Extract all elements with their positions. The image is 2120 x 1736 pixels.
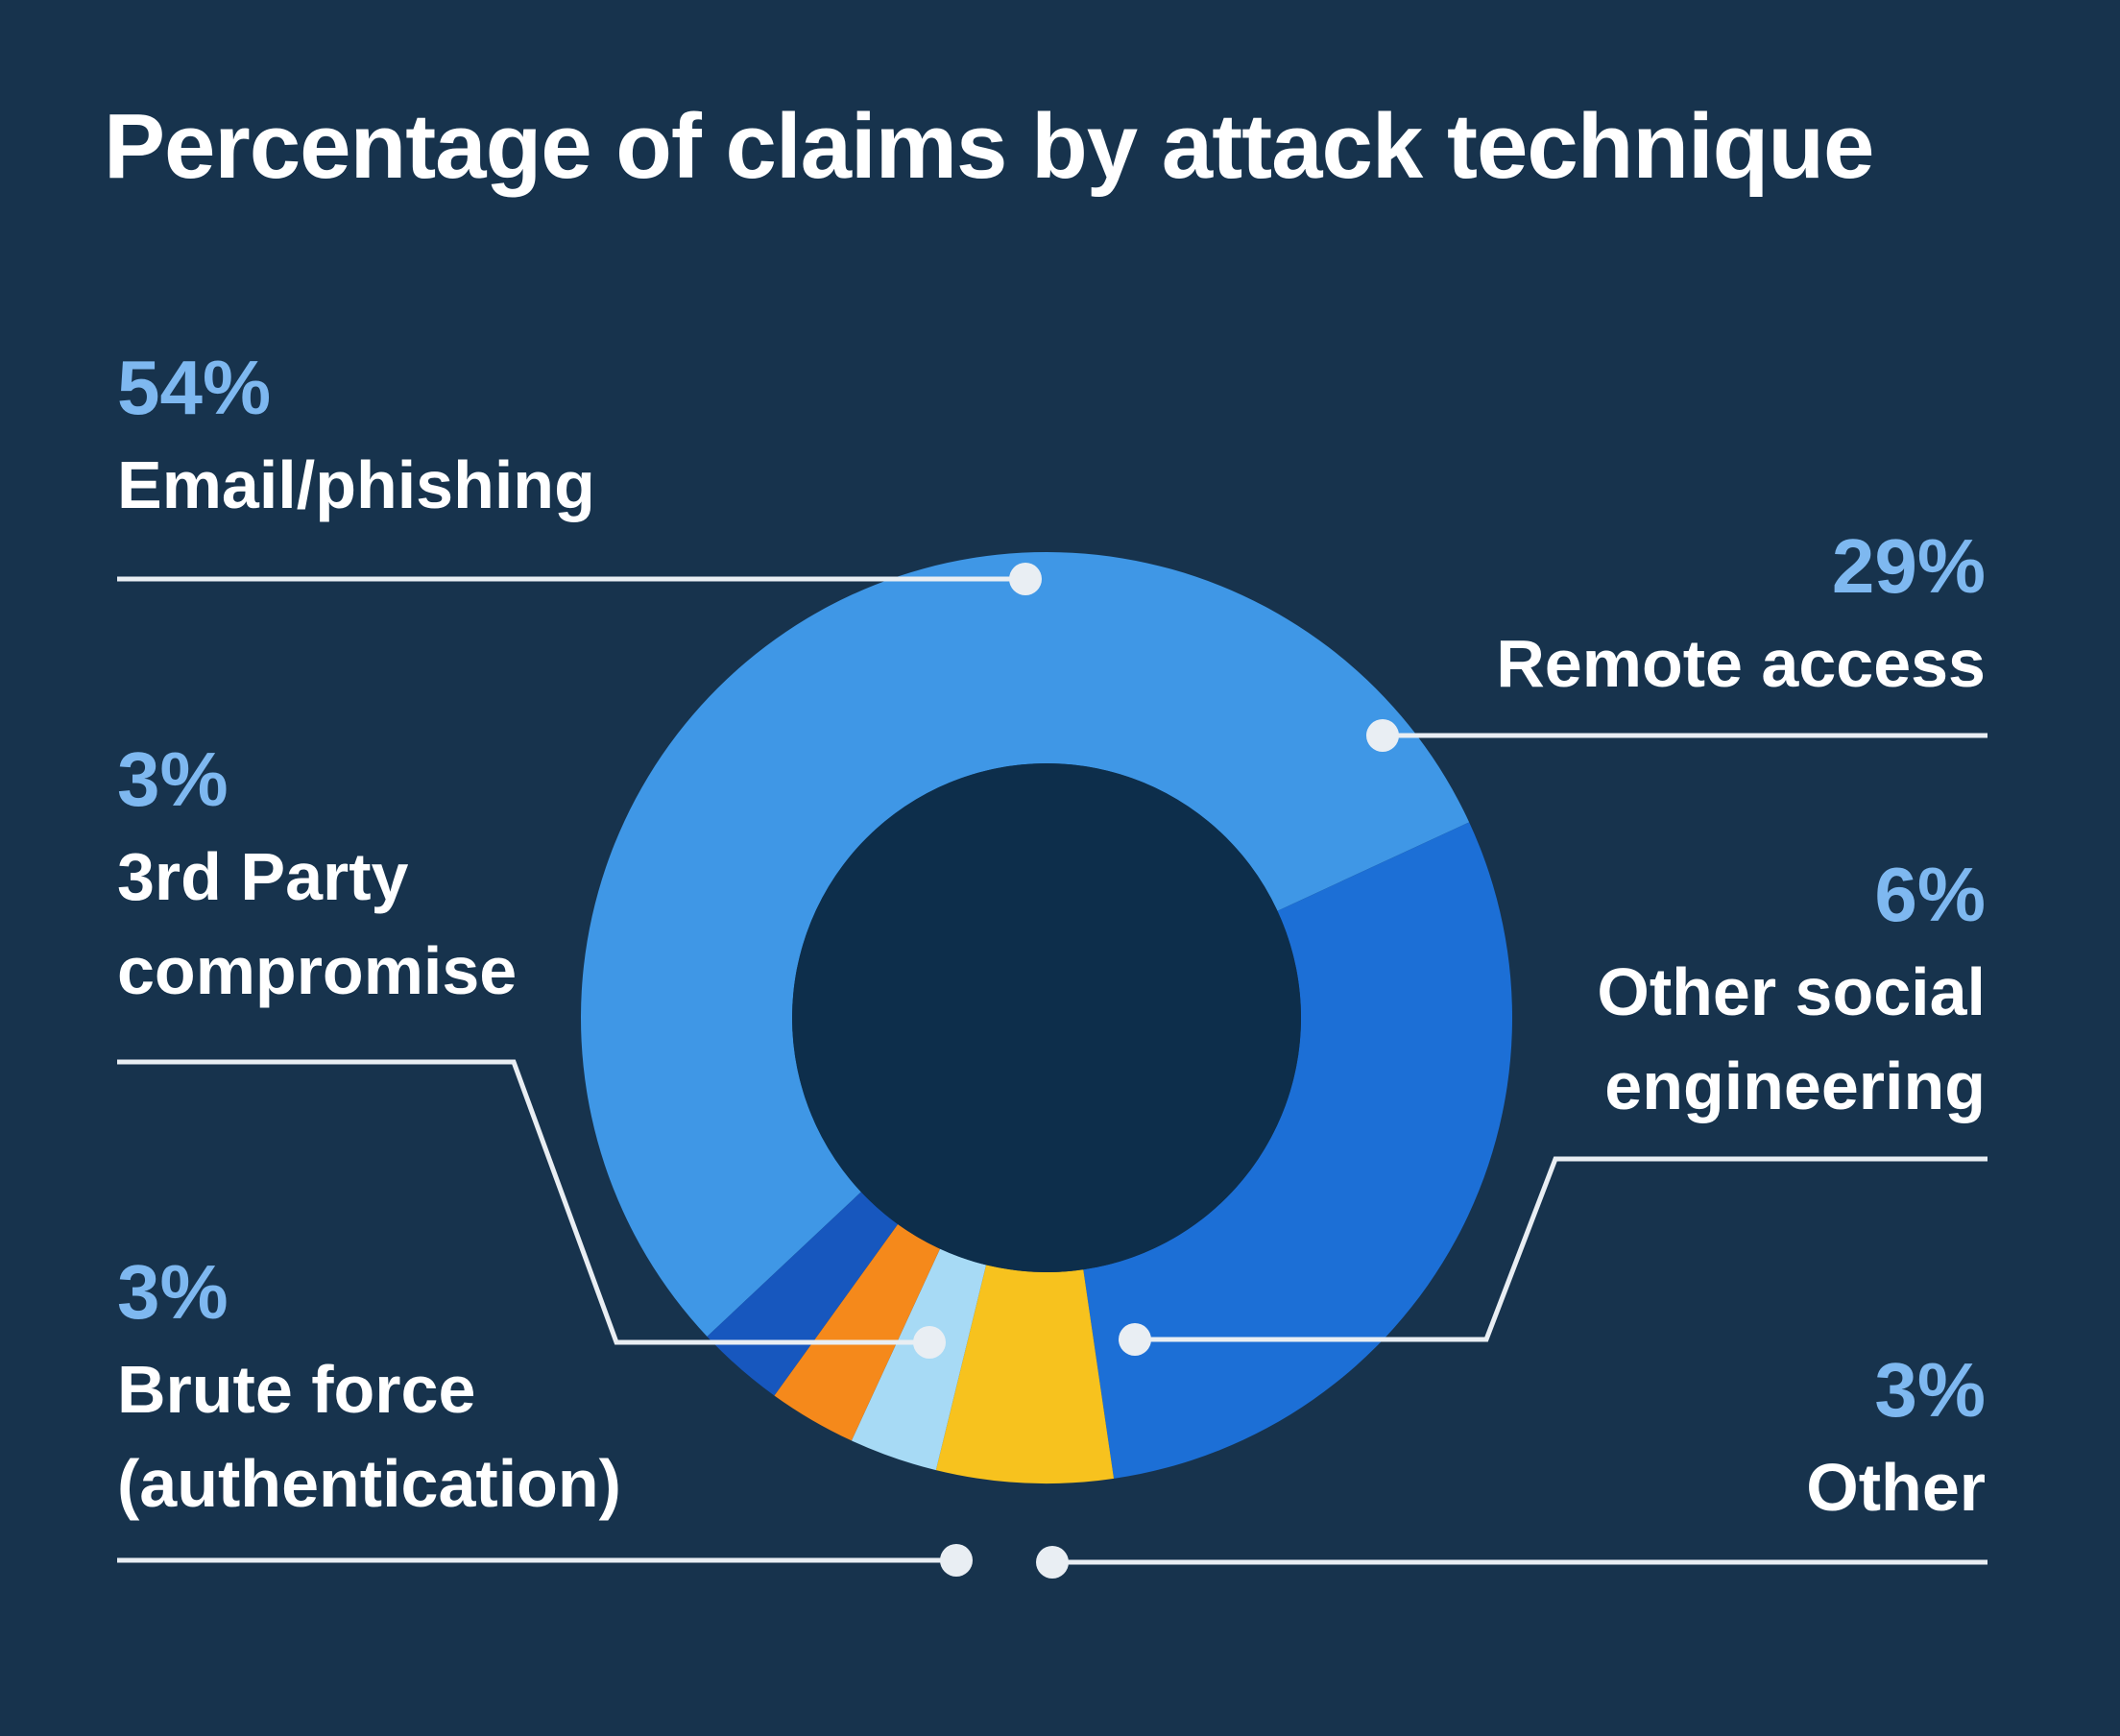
leader-dot-other (1036, 1546, 1069, 1579)
donut-segment-brute-force-authentication (774, 1223, 941, 1441)
brute-force-percent: 3% (117, 1249, 229, 1335)
donut-hole (792, 763, 1301, 1272)
remote-access-percent: 29% (1831, 523, 1986, 609)
leader-dot-remote-access (1366, 719, 1399, 752)
donut-segment-other-social-engineering (935, 1265, 1115, 1484)
brute-force-name-line2: (authentication) (117, 1446, 621, 1521)
third-party-percent: 3% (117, 736, 229, 822)
other-name: Other (1806, 1450, 1986, 1525)
donut-segment-remote-access (1083, 822, 1513, 1479)
social-engineering-name-line1: Other social (1597, 954, 1986, 1029)
label-other-social-engineering: 6% Other social engineering (1597, 845, 1986, 1133)
third-party-name-line1: 3rd Party (117, 839, 409, 914)
leader-dot-email-phishing (1009, 563, 1042, 595)
third-party-name-line2: compromise (117, 933, 518, 1008)
label-other: 3% Other (1806, 1340, 1986, 1534)
brute-force-name-line1: Brute force (117, 1352, 476, 1427)
label-third-party-compromise: 3% 3rd Party compromise (117, 730, 517, 1018)
label-remote-access: 29% Remote access (1496, 517, 1986, 711)
social-engineering-name-line2: engineering (1604, 1049, 1986, 1123)
other-percent: 3% (1874, 1347, 1986, 1433)
label-email-phishing: 54% Email/phishing (117, 338, 595, 532)
leader-dot-third-party (913, 1326, 946, 1359)
leader-line-social-engineering (1135, 1156, 1988, 1342)
email-phishing-percent: 54% (117, 345, 272, 430)
leader-dot-brute-force (940, 1544, 973, 1577)
donut-segment-email-phishing (581, 552, 1470, 1338)
remote-access-name: Remote access (1496, 626, 1986, 701)
social-engineering-percent: 6% (1874, 852, 1986, 937)
email-phishing-name: Email/phishing (117, 447, 595, 522)
donut-segment-other (851, 1248, 987, 1471)
chart-title: Percentage of claims by attack technique (104, 95, 1874, 198)
label-brute-force: 3% Brute force (authentication) (117, 1242, 621, 1531)
leader-line-third-party (117, 1059, 929, 1345)
leader-dot-social-engineering (1119, 1323, 1151, 1356)
